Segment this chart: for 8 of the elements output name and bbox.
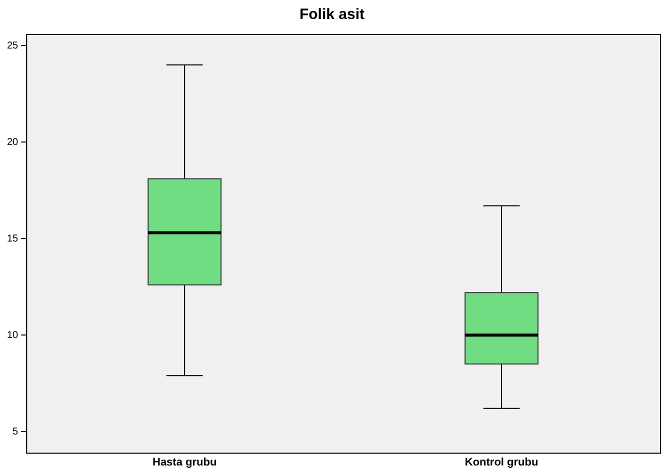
- y-tick-label: 5: [12, 426, 19, 438]
- y-tick-label: 25: [7, 40, 19, 52]
- x-tick-label: Kontrol grubu: [464, 456, 538, 468]
- y-tick-label: 15: [7, 233, 19, 244]
- y-tick-label: 20: [7, 136, 19, 148]
- x-tick-label: Hasta grubu: [152, 456, 217, 468]
- chart-title: Folik asit: [299, 6, 365, 24]
- y-tick-label: 10: [7, 330, 19, 341]
